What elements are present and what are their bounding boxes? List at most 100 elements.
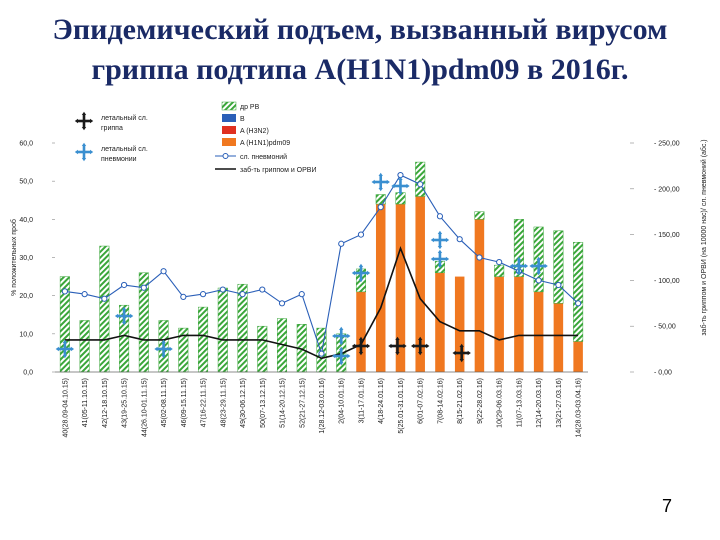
lethal-pneumonia-marker-arrow-down bbox=[437, 265, 443, 269]
bar-other-rv bbox=[513, 219, 524, 277]
lethal-flu-marker-arrow-down bbox=[418, 352, 423, 356]
pneumonia-point bbox=[377, 204, 384, 211]
pneumonia-point bbox=[417, 181, 424, 188]
legend-h3n2-swatch bbox=[222, 126, 236, 134]
lethal-pneumonia-marker bbox=[154, 339, 173, 359]
pneumonia-point bbox=[476, 254, 483, 261]
x-tick-label: 11(07-13.03.16) bbox=[516, 378, 523, 427]
lethal-pneumonia-marker-arrow-right bbox=[366, 270, 371, 276]
bar-h1n1 bbox=[533, 291, 544, 372]
lethal-flu-marker-arrow-right bbox=[403, 343, 407, 349]
right-axis-tick-label: - 150,00 bbox=[654, 232, 680, 239]
x-tick-label: 4(18-24.01.16) bbox=[378, 378, 385, 424]
lethal-pneumonia-marker-arrow-up bbox=[437, 230, 443, 234]
slide-title-line-1: Эпидемический подъем, вызванный вирусом bbox=[52, 13, 668, 46]
lethal-pneumonia-marker-arrow-down bbox=[161, 355, 166, 359]
lethal-pneumonia-marker-arrow-down bbox=[378, 188, 383, 192]
pneumonia-point bbox=[219, 286, 226, 293]
lethal-pneumonia-marker-arrow-right bbox=[406, 183, 410, 189]
x-tick-label: 40(28.09-04.10.15) bbox=[62, 378, 69, 438]
legend-label: заб-ть гриппом и ОРВИ bbox=[240, 166, 317, 174]
legend-b-swatch bbox=[222, 114, 236, 122]
lethal-flu-marker bbox=[452, 343, 471, 363]
lethal-flu-marker-arrow-left bbox=[388, 343, 392, 349]
bar-other-rv bbox=[198, 306, 209, 373]
pneumonia-point bbox=[101, 295, 108, 302]
pneumonia-point bbox=[298, 291, 305, 298]
lethal-pneumonia-marker-arrow-left bbox=[430, 256, 434, 262]
lethal-pneumonia-marker-arrow-down bbox=[516, 272, 522, 276]
lethal-pneumonia-marker bbox=[529, 256, 548, 276]
legend-other-rv-swatch bbox=[221, 101, 237, 111]
lethal-pneumonia-marker-arrow-up bbox=[339, 346, 344, 350]
right-axis-title: заб-ть гриппом и ОРВИ (на 10000 нас)/ сл… bbox=[700, 139, 708, 335]
bar-other-rv bbox=[573, 241, 584, 342]
lethal-pneumonia-marker bbox=[114, 306, 134, 326]
lethal-pneumonia-marker-arrow-up bbox=[378, 172, 383, 176]
lethal-pneumonia-marker-arrow-right bbox=[445, 237, 450, 243]
legend-lethal-pneumonia-icon-arrow-up bbox=[81, 142, 87, 146]
pneumonia-point bbox=[338, 240, 345, 247]
lethal-pneumonia-marker-arrow-down bbox=[358, 279, 364, 283]
bar-h1n1 bbox=[514, 276, 524, 372]
legend-lethal-flu-label-2: гриппа bbox=[101, 125, 123, 132]
legend-h1n1-swatch bbox=[222, 138, 236, 146]
bar-other-rv bbox=[494, 264, 505, 277]
x-tick-label: 41(05-11.10.15) bbox=[82, 378, 89, 427]
right-axis-tick-label: - 50,00 bbox=[654, 324, 676, 331]
x-tick-label: 6(01-07.02.16) bbox=[418, 378, 425, 424]
lethal-pneumonia-marker-arrow-up bbox=[536, 256, 541, 260]
bar-other-rv bbox=[79, 320, 90, 373]
lethal-flu-marker bbox=[388, 336, 407, 356]
lethal-pneumonia-marker-arrow-up bbox=[358, 263, 364, 267]
bar-other-rv bbox=[474, 211, 485, 220]
legend-lethal-pneumonia-icon-arrow-left bbox=[74, 149, 78, 155]
pneumonia-point bbox=[456, 236, 463, 243]
lethal-pneumonia-marker-arrow-left bbox=[351, 270, 355, 276]
pneumonia-point bbox=[180, 293, 187, 300]
x-tick-label: 44(26.10-01.11.15) bbox=[141, 378, 148, 437]
legend-label: A (H3N2) bbox=[240, 128, 269, 135]
legend-lethal-pneumonia-icon-arrow-right bbox=[90, 149, 94, 155]
legend-lethal-pneumonia-label: летальный сл. bbox=[101, 145, 148, 153]
lethal-flu-marker-arrow-right bbox=[426, 343, 430, 349]
bar-h1n1 bbox=[494, 276, 504, 372]
lethal-pneumonia-marker-arrow-right bbox=[347, 353, 351, 359]
legend-pneumonia-marker bbox=[222, 153, 229, 159]
x-tick-label: 47(16-22.11.15) bbox=[201, 378, 208, 427]
legend-label: сл. пневмоний bbox=[240, 153, 287, 161]
lethal-pneumonia-marker-arrow-up bbox=[398, 176, 403, 180]
lethal-pneumonia-marker-arrow-right bbox=[386, 179, 390, 185]
legend-lethal-flu-icon-arrow-down bbox=[81, 127, 87, 131]
bar-h1n1 bbox=[415, 196, 425, 372]
lethal-pneumonia-marker-arrow-down bbox=[536, 272, 541, 276]
pneumonia-point bbox=[61, 288, 68, 295]
lethal-pneumonia-marker-arrow-left bbox=[529, 263, 533, 269]
lethal-flu-marker-arrow-right bbox=[467, 350, 471, 356]
pneumonia-point bbox=[318, 350, 325, 357]
lethal-pneumonia-marker-arrow-left bbox=[332, 333, 336, 339]
left-axis-tick-label: 40,0 bbox=[19, 217, 33, 224]
x-tick-label: 12(14-20.03.16) bbox=[536, 378, 543, 428]
x-tick-label: 1(28.12-03.01.16) bbox=[319, 378, 326, 434]
legend-lethal-pneumonia-icon bbox=[74, 142, 94, 162]
lethal-flu-marker-arrow-left bbox=[351, 343, 355, 349]
x-tick-label: 51(14-20.12.15) bbox=[280, 378, 287, 428]
lethal-flu-marker-arrow-down bbox=[395, 352, 400, 356]
bar-other-rv bbox=[553, 230, 564, 304]
flu-orvi-line bbox=[64, 245, 579, 360]
lethal-flu-marker-arrow-up bbox=[418, 336, 423, 340]
left-axis-tick-label: 50,0 bbox=[19, 179, 33, 186]
bar-h1n1 bbox=[356, 291, 366, 372]
left-axis-tick-label: 60,0 bbox=[19, 141, 33, 148]
lethal-pneumonia-marker-arrow-up bbox=[121, 306, 127, 310]
lethal-pneumonia-marker bbox=[351, 263, 371, 283]
lethal-pneumonia-marker-arrow-left bbox=[430, 237, 434, 243]
legend-lethal-flu-icon-arrow-up bbox=[81, 111, 87, 115]
pneumonia-point bbox=[239, 291, 246, 298]
lethal-flu-marker bbox=[351, 336, 371, 356]
pneumonia-point bbox=[496, 258, 503, 266]
x-tick-label: 8(15-21.02.16) bbox=[457, 378, 464, 424]
lethal-pneumonia-marker bbox=[55, 339, 75, 359]
